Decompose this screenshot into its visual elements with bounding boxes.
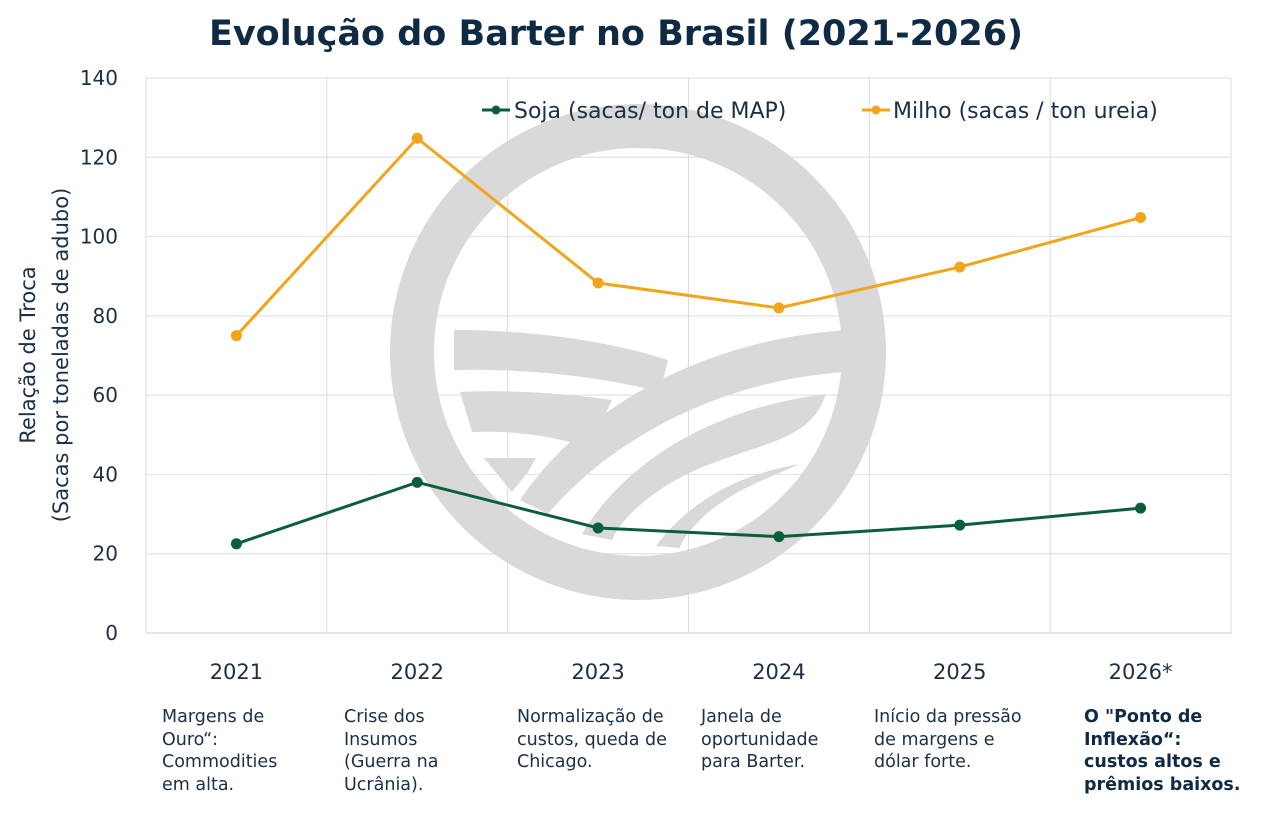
legend-milho-label: Milho (sacas / ton ureia) (893, 99, 1158, 124)
data-point[interactable] (773, 302, 785, 314)
y-tick-label: 80 (93, 304, 118, 328)
y-tick-label: 140 (80, 66, 118, 90)
data-point[interactable] (773, 531, 785, 543)
legend-item-milho[interactable]: Milho (sacas / ton ureia) (862, 99, 1158, 124)
series-line (235, 136, 1141, 337)
watermark-logo-icon (390, 104, 886, 600)
annotation-2023: Normalização de custos, queda de Chicago… (517, 707, 667, 772)
data-point[interactable] (592, 522, 604, 534)
legend-soja-label: Soja (sacas/ ton de MAP) (514, 99, 786, 124)
data-point[interactable] (954, 519, 966, 531)
x-tick-label: 2024 (752, 660, 805, 684)
series-layer (230, 132, 1147, 550)
data-point[interactable] (230, 330, 242, 342)
y-tick-label: 20 (93, 542, 118, 566)
x-tick-label: 2021 (210, 660, 263, 684)
legend-soja-marker-icon (491, 105, 501, 115)
y-tick-label: 100 (80, 225, 118, 249)
data-point[interactable] (1135, 502, 1147, 514)
y-axis-label: Relação de Troca (Sacas por toneladas de… (16, 188, 73, 523)
y-tick-label: 0 (105, 621, 118, 645)
y-tick-label: 40 (93, 462, 118, 486)
x-tick-label: 2026* (1109, 660, 1173, 684)
legend-milho-marker-icon (871, 105, 881, 115)
x-tick-label: 2025 (933, 660, 986, 684)
x-axis-ticks: 2021 2022 2023 2024 2025 2026* (210, 660, 1173, 684)
legend: Soja (sacas/ ton de MAP) Milho (sacas / … (482, 99, 1158, 124)
annotation-2022: Crise dos Insumos (Guerra na Ucrânia). (344, 707, 439, 795)
data-point[interactable] (230, 538, 242, 550)
chart-title: Evolução do Barter no Brasil (2021-2026) (208, 14, 1024, 54)
y-axis-ticks: 0 20 40 60 80 100 120 140 (80, 66, 118, 645)
data-point[interactable] (411, 476, 423, 488)
y-tick-label: 120 (80, 145, 118, 169)
y-axis-label-line1: Relação de Troca (16, 266, 40, 443)
x-tick-label: 2022 (391, 660, 444, 684)
annotation-2026: O "Ponto de Inflexão“: custos altos e pr… (1084, 707, 1241, 795)
data-point[interactable] (954, 261, 966, 273)
y-axis-label-line2: (Sacas por toneladas de adubo) (49, 188, 73, 523)
x-tick-label: 2023 (571, 660, 624, 684)
annotation-2024: Janela de oportunidade para Barter. (701, 707, 819, 772)
series-soja (230, 476, 1147, 550)
legend-item-soja[interactable]: Soja (sacas/ ton de MAP) (482, 99, 786, 124)
data-point[interactable] (592, 277, 604, 289)
series-milho (230, 132, 1147, 342)
series-line (235, 480, 1141, 546)
data-point[interactable] (1135, 212, 1147, 224)
annotation-2021: Margens de Ouro“: Commodities em alta. (162, 707, 278, 795)
y-tick-label: 60 (93, 383, 118, 407)
data-point[interactable] (411, 132, 423, 144)
annotation-2025: Início da pressão de margens e dólar for… (874, 707, 1022, 772)
